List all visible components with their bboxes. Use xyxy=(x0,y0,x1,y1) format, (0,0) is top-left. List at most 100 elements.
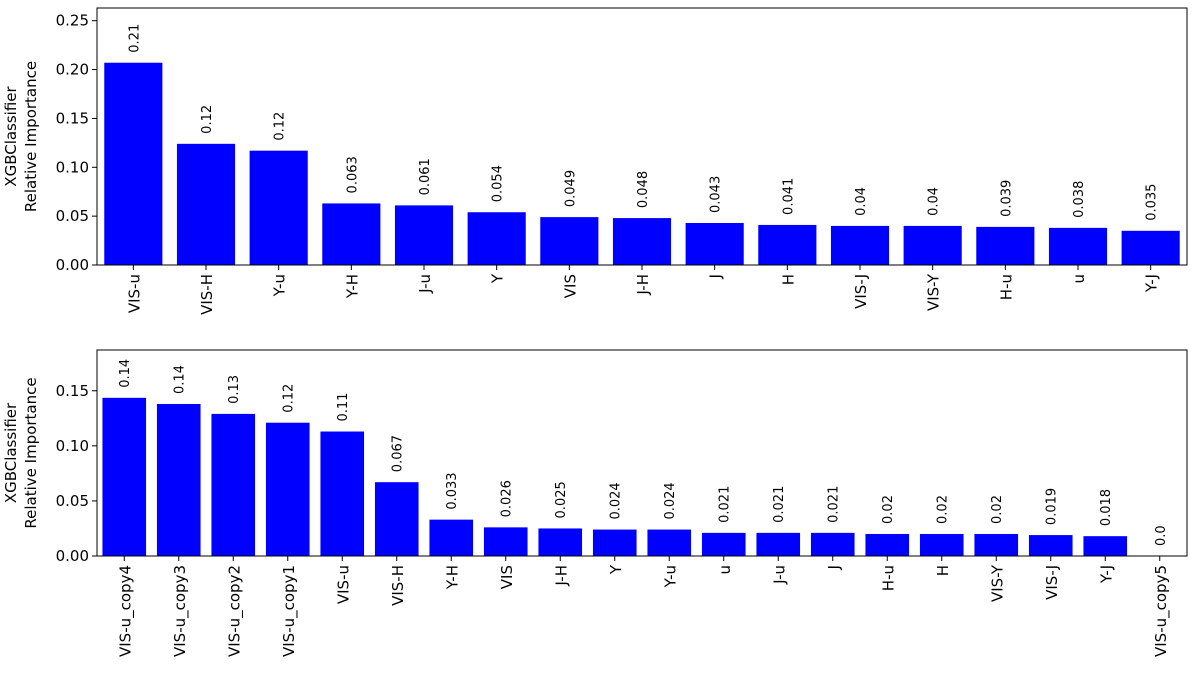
value-label: 0.02 xyxy=(936,495,951,524)
x-tick-label: VIS-u_copy1 xyxy=(280,565,299,657)
x-tick-label: Y-J xyxy=(1143,274,1161,293)
x-tick-label: J-H xyxy=(634,274,652,296)
bar xyxy=(592,529,637,556)
bar xyxy=(322,203,381,265)
bar xyxy=(647,529,692,556)
x-tick-label: VIS-u xyxy=(125,274,143,313)
y-tick-label: 0.10 xyxy=(56,158,89,176)
plot-frame xyxy=(96,349,1188,557)
bar xyxy=(467,212,526,265)
x-tick-label: H xyxy=(934,565,952,576)
bar xyxy=(756,532,801,556)
x-tick-label: J-H xyxy=(552,565,570,587)
x-tick-label: VIS-u_copy4 xyxy=(116,565,135,657)
bar xyxy=(320,431,365,556)
x-tick-label: VIS-u xyxy=(334,565,352,604)
bar xyxy=(483,527,528,556)
x-tick-label: J xyxy=(707,274,725,279)
x-tick-label: J-u xyxy=(416,274,434,294)
bar xyxy=(919,533,964,556)
x-tick-label: Y-J xyxy=(1097,565,1115,584)
x-tick-label: Y-u xyxy=(661,565,679,588)
value-label: 0.021 xyxy=(718,486,733,523)
x-tick-label: Y-u xyxy=(271,274,289,297)
y-axis-label: XGBClassifier xyxy=(2,402,20,503)
plot-frame xyxy=(96,7,1188,266)
value-label: 0.11 xyxy=(336,393,351,422)
y-tick-label: 0.20 xyxy=(56,61,89,79)
x-tick-label: J-u xyxy=(770,565,788,585)
bar xyxy=(374,482,419,556)
bar xyxy=(830,225,890,265)
value-label: 0.21 xyxy=(127,24,142,53)
value-label: 0.038 xyxy=(1072,181,1087,218)
value-label: 0.13 xyxy=(227,375,242,404)
bar xyxy=(249,150,308,265)
x-tick-label: J xyxy=(825,565,843,570)
value-label: 0.035 xyxy=(1145,184,1160,221)
value-label: 0.041 xyxy=(781,178,796,215)
y-tick-label: 0.05 xyxy=(56,207,89,225)
value-label: 0.12 xyxy=(273,112,288,141)
x-tick-label: VIS-H xyxy=(389,565,407,606)
value-label: 0.025 xyxy=(554,481,569,518)
value-label: 0.12 xyxy=(282,384,297,413)
value-label: 0.0 xyxy=(1154,525,1169,546)
bar xyxy=(394,205,454,265)
x-tick-label: VIS-Y xyxy=(988,564,1006,602)
value-label: 0.024 xyxy=(609,482,624,519)
bar xyxy=(865,533,910,556)
bar xyxy=(758,224,817,265)
x-tick-label: u xyxy=(1070,274,1088,284)
x-tick-label: VIS-u_copy5 xyxy=(1152,565,1171,657)
bar xyxy=(1083,536,1128,556)
bar xyxy=(176,143,236,265)
value-label: 0.021 xyxy=(772,486,787,523)
bar xyxy=(211,413,256,556)
value-label: 0.021 xyxy=(827,486,842,523)
bar xyxy=(903,225,962,265)
value-label: 0.14 xyxy=(173,365,188,394)
x-tick-label: Y-H xyxy=(443,565,461,590)
bar xyxy=(156,403,201,556)
bar xyxy=(104,62,163,265)
bar xyxy=(1048,227,1108,265)
x-tick-label: H-u xyxy=(997,274,1015,300)
y-axis-label: Relative Importance xyxy=(22,61,40,212)
value-label: 0.018 xyxy=(1099,489,1114,526)
value-label: 0.063 xyxy=(345,156,360,193)
bar xyxy=(1028,535,1073,556)
bar xyxy=(102,397,147,556)
y-tick-label: 0.00 xyxy=(56,547,89,565)
y-axis-label: XGBClassifier xyxy=(2,85,20,186)
y-tick-label: 0.15 xyxy=(56,382,89,400)
value-label: 0.04 xyxy=(854,187,869,216)
bar xyxy=(974,533,1019,556)
bar xyxy=(1121,230,1180,265)
bar xyxy=(538,528,583,556)
bar xyxy=(265,422,310,556)
x-tick-label: VIS-H xyxy=(198,274,216,315)
value-label: 0.061 xyxy=(418,158,433,195)
value-label: 0.14 xyxy=(118,359,133,388)
value-label: 0.12 xyxy=(200,105,215,134)
x-tick-label: Y xyxy=(489,273,507,284)
y-tick-label: 0.25 xyxy=(56,12,89,30)
bar xyxy=(685,222,744,265)
x-tick-label: VIS-J xyxy=(1043,565,1061,600)
value-label: 0.026 xyxy=(500,480,515,517)
bar xyxy=(429,519,474,556)
value-label: 0.024 xyxy=(663,482,678,519)
bar xyxy=(701,532,746,556)
x-tick-label: VIS xyxy=(561,274,579,298)
value-label: 0.054 xyxy=(491,165,506,202)
x-tick-label: VIS xyxy=(498,565,516,589)
x-tick-label: Y xyxy=(607,564,625,575)
value-label: 0.02 xyxy=(990,495,1005,524)
value-label: 0.033 xyxy=(445,472,460,509)
bar xyxy=(540,217,599,265)
value-label: 0.049 xyxy=(563,170,578,207)
bar xyxy=(810,532,855,556)
x-tick-label: u xyxy=(716,565,734,575)
